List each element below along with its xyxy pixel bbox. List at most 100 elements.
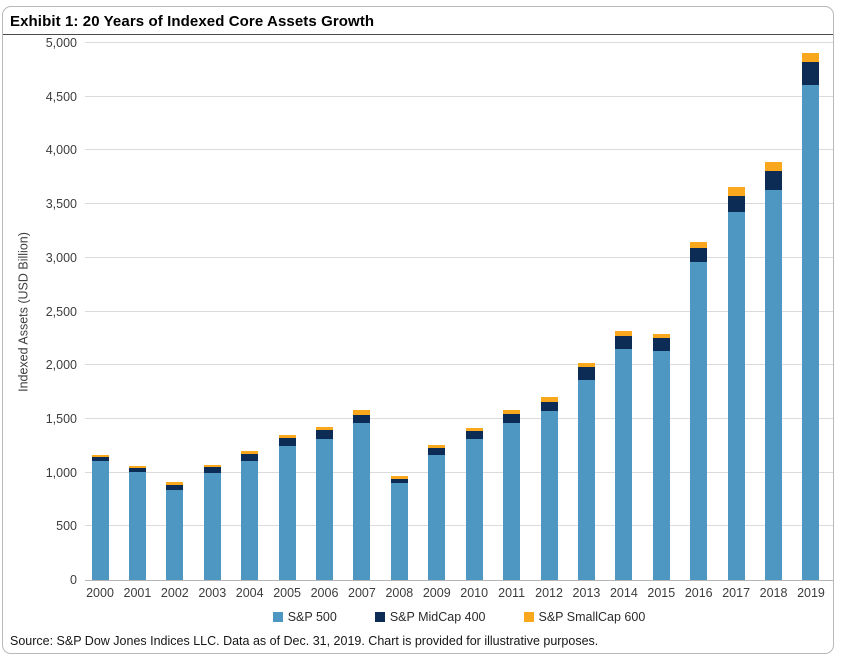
gridline-2500 [85, 310, 833, 312]
y-tick-label: 3,000 [45, 250, 77, 265]
gridline-500 [85, 525, 833, 527]
bar-2003 [203, 464, 221, 580]
bar-segment-s-p-smallcap-600 [128, 465, 146, 468]
bar-2009 [428, 445, 446, 580]
x-tick-label-2006: 2006 [310, 586, 339, 600]
bar-segment-s-p-500 [278, 446, 296, 580]
bar-2012 [540, 397, 558, 580]
bar-segment-s-p-smallcap-600 [241, 450, 259, 454]
y-axis-ticks: 0 500 1,000 1,500 2,000 2,500 3,000 3,500 4,000 4… [3, 36, 77, 587]
bar-2007 [353, 409, 371, 580]
x-tick-label-2019: 2019 [797, 586, 825, 600]
bar-segment-s-p-500 [128, 472, 146, 580]
y-tick-label: 0 [70, 573, 77, 587]
bar-segment-s-p-midcap-400 [316, 430, 334, 439]
bar-segment-s-p-500 [203, 472, 221, 580]
x-tick-label-2000: 2000 [86, 586, 114, 600]
y-tick-label: 1,500 [45, 411, 77, 426]
bar-segment-s-p-500 [765, 190, 783, 580]
bar-segment-s-p-midcap-400 [765, 171, 783, 191]
bar-segment-s-p-500 [465, 438, 483, 580]
x-tick-label-2005: 2005 [273, 586, 301, 600]
bar-2002 [166, 482, 184, 580]
bar-segment-s-p-smallcap-600 [465, 428, 483, 431]
gridline-4500 [85, 95, 833, 97]
legend-label: S&P SmallCap 600 [538, 609, 646, 624]
legend: S&P 500 S&P MidCap 400 S&P SmallCap 600 [85, 608, 833, 625]
y-tick-label: 5,000 [45, 36, 77, 50]
legend-label: S&P 500 [287, 609, 337, 624]
bar-segment-s-p-smallcap-600 [166, 482, 184, 485]
legend-item-s-p-smallcap-600: S&P SmallCap 600 [523, 609, 646, 624]
bar-segment-s-p-midcap-400 [690, 248, 708, 263]
x-tick-label-2011: 2011 [498, 586, 526, 600]
bar-segment-s-p-smallcap-600 [91, 454, 109, 457]
legend-swatch-icon [374, 611, 385, 622]
legend-swatch-icon [272, 611, 283, 622]
bar-segment-s-p-midcap-400 [203, 467, 221, 473]
bar-segment-s-p-midcap-400 [465, 430, 483, 439]
bar-segment-s-p-500 [690, 262, 708, 580]
bar-2000 [91, 454, 109, 580]
bar-segment-s-p-500 [615, 349, 633, 580]
bar-segment-s-p-midcap-400 [503, 413, 521, 423]
bar-segment-s-p-midcap-400 [278, 437, 296, 447]
bar-segment-s-p-midcap-400 [577, 366, 595, 380]
gridline-1500 [85, 417, 833, 419]
bar-segment-s-p-500 [390, 483, 408, 580]
bar-segment-s-p-smallcap-600 [615, 331, 633, 336]
bar-segment-s-p-midcap-400 [802, 62, 820, 85]
x-tick-label-2013: 2013 [572, 586, 601, 600]
bar-segment-s-p-500 [91, 461, 109, 580]
bar-segment-s-p-smallcap-600 [727, 186, 745, 196]
bar-segment-s-p-smallcap-600 [577, 362, 595, 367]
plot-area [85, 42, 833, 581]
x-tick-label-2002: 2002 [160, 586, 189, 600]
bar-2005 [278, 434, 296, 580]
y-tick-label: 4,000 [45, 143, 77, 158]
bar-segment-s-p-midcap-400 [353, 414, 371, 424]
bar-segment-s-p-smallcap-600 [203, 464, 221, 468]
bar-segment-s-p-smallcap-600 [390, 476, 408, 480]
bar-2006 [316, 426, 334, 580]
y-tick-label: 3,500 [45, 197, 77, 212]
gridline-0 [85, 580, 833, 581]
legend-swatch-icon [523, 611, 534, 622]
bar-segment-s-p-smallcap-600 [765, 162, 783, 172]
bar-2008 [390, 476, 408, 580]
gridline-3500 [85, 203, 833, 205]
bar-segment-s-p-500 [652, 350, 670, 580]
y-tick-label: 500 [56, 519, 77, 534]
x-tick-label-2018: 2018 [759, 586, 788, 600]
bar-2017 [727, 186, 745, 580]
bar-segment-s-p-midcap-400 [652, 337, 670, 351]
legend-label: S&P MidCap 400 [389, 609, 486, 624]
gridline-2000 [85, 364, 833, 366]
bar-segment-s-p-500 [316, 438, 334, 580]
gridline-5000 [85, 42, 833, 43]
legend-item-s-p-500: S&P 500 [272, 609, 337, 624]
bar-2001 [128, 465, 146, 580]
bar-segment-s-p-midcap-400 [241, 453, 259, 462]
x-tick-label-2015: 2015 [647, 586, 676, 600]
x-tick-label-2012: 2012 [535, 586, 563, 600]
bar-segment-s-p-500 [577, 379, 595, 580]
bar-segment-s-p-smallcap-600 [540, 397, 558, 402]
bar-segment-s-p-smallcap-600 [690, 241, 708, 249]
chart-title: Exhibit 1: 20 Years of Indexed Core Asse… [3, 7, 833, 35]
bar-segment-s-p-smallcap-600 [802, 52, 820, 63]
bar-segment-s-p-500 [503, 422, 521, 580]
bar-2013 [577, 362, 595, 580]
bar-segment-s-p-500 [428, 454, 446, 580]
y-tick-label: 1,000 [45, 465, 77, 480]
x-tick-label-2010: 2010 [460, 586, 489, 600]
y-tick-label: 2,000 [45, 358, 77, 373]
chart-card: Exhibit 1: 20 Years of Indexed Core Asse… [2, 6, 834, 654]
x-tick-label-2007: 2007 [348, 586, 376, 600]
bar-segment-s-p-smallcap-600 [316, 426, 334, 431]
y-tick-label: 4,500 [45, 89, 77, 104]
bar-segment-s-p-smallcap-600 [503, 409, 521, 414]
bar-segment-s-p-midcap-400 [615, 335, 633, 350]
bar-segment-s-p-500 [540, 411, 558, 580]
bar-segment-s-p-midcap-400 [390, 479, 408, 484]
